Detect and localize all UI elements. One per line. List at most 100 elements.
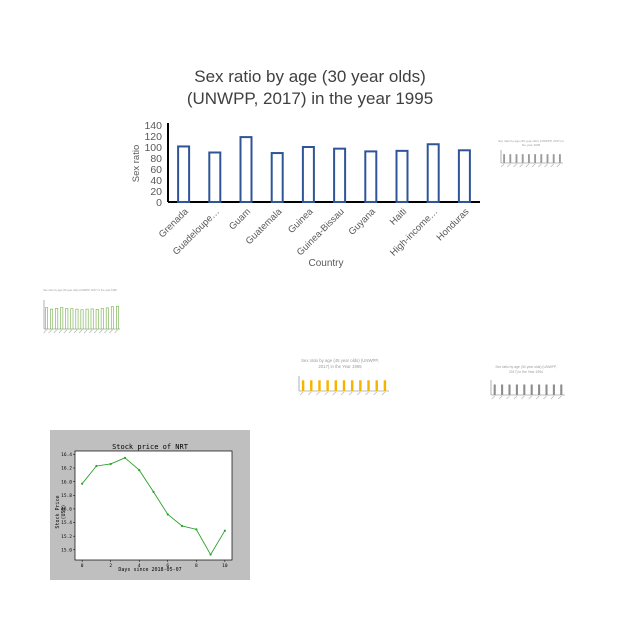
mini-x-tick-mark [324, 391, 328, 396]
mini-x-tick-mark [316, 391, 320, 396]
mini-x-tick-mark [43, 329, 47, 334]
mini-x-tick-mark [348, 391, 353, 396]
mini-x-tick-mark [521, 395, 525, 400]
mini-bar [509, 154, 512, 163]
mini-bar [65, 308, 69, 330]
mini-x-tick-mark [93, 329, 98, 334]
mini-x-tick-mark [332, 391, 337, 396]
stock-price-point [123, 456, 127, 459]
mini-chart-title: Sex ratio by age (30 year olds) (UNWPP, … [486, 365, 566, 374]
mini-x-tick-mark [498, 395, 503, 400]
mini-bar [90, 308, 94, 330]
bar [333, 147, 347, 203]
bar [364, 150, 378, 203]
stock-line-plot: 0 2 4 6 8 10 16.4 16.2 16.0 15.8 15.6 15.4 15.2 15.0 [61, 450, 233, 569]
y-tick-label: 120 [144, 131, 162, 143]
stock-price-point [195, 528, 198, 531]
mini-bar [85, 308, 89, 330]
mini-chart-plot [500, 150, 563, 168]
bar [208, 151, 222, 203]
sex-ratio-chart-1995: Sex ratio by age (30 year olds) (UNWPP, … [110, 60, 490, 280]
mini-bar [50, 308, 54, 330]
mini-bar [558, 154, 561, 163]
mini-chart-grey-top-right: Sex ratio by age (30 year olds) (UNWPP, … [493, 138, 568, 180]
mini-chart-plot [490, 380, 565, 400]
mini-bar [367, 380, 370, 391]
mini-bar [75, 308, 79, 330]
mini-x-tick-mark [114, 329, 118, 334]
mini-chart-title: Sex ratio by age (30 year olds) (UNWPP, … [498, 139, 564, 147]
stock-price-point [166, 513, 169, 516]
mini-x-tick-mark [381, 391, 386, 396]
y-tick-label: 140 [144, 120, 162, 132]
mini-bar [318, 380, 321, 391]
stock-x-tick-label: 10 [222, 563, 228, 569]
stock-x-tick-label: 8 [195, 563, 198, 569]
mini-x-tick-mark [373, 391, 377, 396]
x-tick-label: Honduras [435, 206, 472, 243]
mini-bar [95, 309, 99, 330]
stock-x-tick-label: 0 [81, 563, 84, 569]
mini-bar [100, 308, 104, 330]
mini-bar [523, 384, 526, 395]
mini-bar [508, 384, 511, 395]
mini-bar [515, 154, 518, 163]
mini-x-tick-mark [550, 163, 554, 168]
stock-chart-title: Stock price of NRT [112, 443, 188, 451]
bar [239, 136, 253, 203]
mini-chart-title: Sex ratio by age (45 year olds) (UNWPP, … [290, 358, 390, 370]
mini-bar [540, 154, 543, 163]
mini-x-tick-mark [53, 329, 57, 334]
mini-bar [515, 384, 518, 395]
stock-y-tick-label: 16.0 [61, 479, 72, 485]
stock-y-tick-label: 15.8 [61, 493, 72, 499]
stock-price-point [223, 529, 226, 532]
mini-x-tick-mark [528, 395, 532, 400]
mini-chart-title-line2: 2017) in the Year 1995 [318, 364, 362, 369]
mini-chart-plot [298, 376, 389, 396]
mini-bar [105, 307, 109, 330]
mini-chart-title: Sex ratio by age (30 year olds) (UNWPP, … [43, 289, 117, 292]
mini-x-tick-mark [556, 163, 561, 168]
mini-bar [334, 380, 338, 391]
mini-x-tick-mark [88, 329, 93, 334]
mini-x-tick-mark [550, 395, 555, 400]
mini-chart-yellow-middle: Sex ratio by age (45 year olds) (UNWPP, … [285, 356, 395, 420]
mini-x-tick-mark [513, 395, 518, 400]
bar [395, 149, 409, 203]
mini-x-tick-mark [68, 329, 73, 334]
mini-x-tick-mark [500, 163, 505, 168]
mini-chart-grey-right: Sex ratio by age (30 year olds) (UNWPP, … [483, 364, 569, 410]
bar [426, 143, 440, 203]
y-tick-label: 0 [156, 197, 162, 209]
mini-bar [60, 307, 64, 330]
stock-price-point [180, 524, 184, 528]
mini-bar [527, 154, 530, 163]
y-tick-label: 100 [144, 142, 162, 154]
mini-chart-plot [43, 300, 120, 334]
x-tick-label: Guinea [286, 206, 316, 236]
mini-x-tick-mark [63, 329, 68, 334]
y-tick-label: 80 [150, 153, 162, 165]
mini-bar [501, 384, 504, 395]
mini-bar [383, 380, 387, 391]
stock-x-tick-label: 2 [109, 563, 112, 569]
stock-price-chart: Stock price of NRT Stock Price (USD) Day… [50, 430, 250, 580]
bar [270, 152, 284, 204]
mini-x-tick-mark [99, 329, 103, 334]
stock-x-tick-label: 4 [138, 563, 141, 569]
stock-y-tick-label: 15.0 [61, 547, 72, 553]
x-tick-label: Haiti [388, 206, 409, 227]
stock-y-tick-label: 15.4 [61, 520, 72, 526]
stock-price-point [152, 490, 155, 493]
bar [301, 146, 315, 203]
stock-price-point [209, 553, 212, 556]
mini-chart-green-left: Sex ratio by age (30 year olds) (UNWPP, … [36, 288, 124, 340]
mini-bar [545, 384, 548, 395]
mini-x-tick-mark [83, 329, 88, 334]
stock-plot-area [74, 450, 233, 561]
mini-bar [560, 384, 563, 395]
mini-x-tick-mark [543, 395, 547, 400]
mini-bar [530, 384, 533, 395]
